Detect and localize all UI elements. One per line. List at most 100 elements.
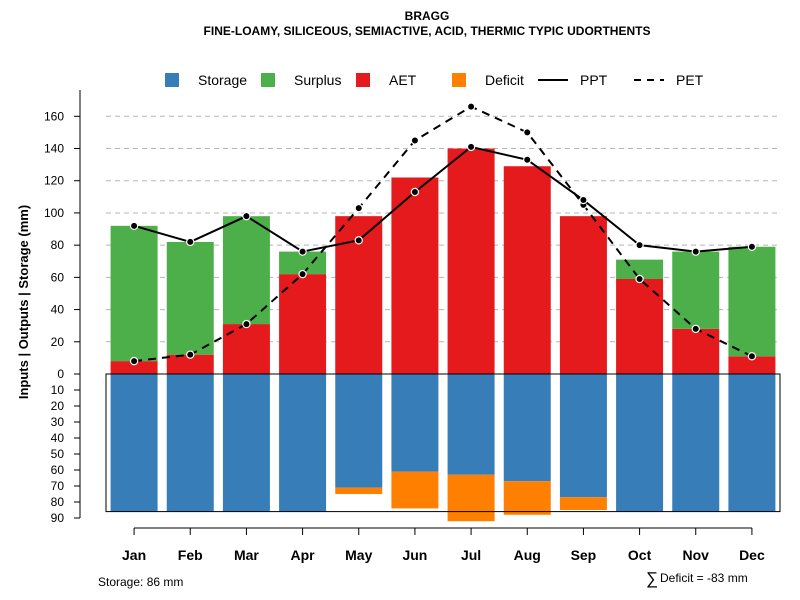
legend-label-pet: PET bbox=[676, 72, 704, 88]
aet-bar-jun bbox=[391, 177, 439, 374]
surplus-bar-apr bbox=[279, 251, 327, 275]
ppt-point-sep bbox=[579, 195, 588, 205]
deficit-bar-may bbox=[335, 487, 383, 494]
pet-point-jun bbox=[410, 136, 420, 145]
y-tick-label: 20 bbox=[51, 399, 65, 413]
pet-point-may bbox=[354, 203, 363, 213]
surplus-bar-mar bbox=[222, 216, 270, 325]
y-axis-title: Inputs | Outputs | Storage (mm) bbox=[16, 205, 31, 399]
y-tick-label: 60 bbox=[51, 463, 65, 477]
deficit-footer: Deficit = -83 mm bbox=[660, 571, 748, 585]
y-tick-label: 30 bbox=[51, 415, 65, 429]
x-tick-label-may: May bbox=[345, 547, 372, 563]
ppt-point-jan bbox=[129, 221, 139, 231]
y-tick-label: 0 bbox=[57, 367, 64, 381]
storage-bar-feb bbox=[166, 374, 214, 512]
pet-point-aug bbox=[523, 128, 532, 137]
legend-label-ppt: PPT bbox=[580, 72, 608, 88]
sigma-icon: ∑ bbox=[646, 569, 658, 588]
x-tick-label-apr: Apr bbox=[291, 547, 316, 563]
deficit-bar-jul bbox=[447, 474, 495, 522]
y-tick-label: 70 bbox=[51, 479, 65, 493]
storage-bar-jun bbox=[391, 374, 439, 472]
x-tick-label-mar: Mar bbox=[234, 547, 259, 563]
pet-point-mar bbox=[242, 319, 251, 329]
storage-footer: Storage: 86 mm bbox=[98, 575, 183, 589]
aet-bar-apr bbox=[279, 274, 327, 374]
storage-bar-nov bbox=[672, 374, 720, 512]
legend: Storage Surplus AET Deficit PPT PET bbox=[165, 72, 704, 88]
y-tick-label: 120 bbox=[44, 174, 64, 188]
gridlines bbox=[106, 115, 780, 343]
legend-swatch-deficit bbox=[452, 73, 466, 87]
x-tick-label-sep: Sep bbox=[571, 547, 597, 563]
x-tick-label-feb: Feb bbox=[178, 547, 203, 563]
x-tick-label-dec: Dec bbox=[739, 547, 765, 563]
x-tick-label-oct: Oct bbox=[628, 547, 652, 563]
y-tick-label: 50 bbox=[51, 447, 65, 461]
storage-bar-jan bbox=[110, 374, 158, 512]
y-tick-label: 40 bbox=[51, 431, 65, 445]
ppt-point-dec bbox=[747, 242, 757, 251]
deficit-bar-aug bbox=[503, 481, 551, 515]
y-tick-label: 20 bbox=[51, 335, 65, 349]
ppt-point-apr bbox=[298, 247, 307, 256]
ppt-line bbox=[133, 145, 753, 253]
y-tick-label: 80 bbox=[51, 495, 65, 509]
legend-label-storage: Storage bbox=[198, 72, 247, 88]
lines-layer bbox=[129, 102, 757, 366]
deficit-bar-jun bbox=[391, 471, 439, 509]
storage-bar-oct bbox=[616, 374, 664, 512]
chart-subtitle: FINE-LOAMY, SILICEOUS, SEMIACTIVE, ACID,… bbox=[204, 24, 651, 38]
legend-label-deficit: Deficit bbox=[485, 72, 524, 88]
ppt-point-may bbox=[354, 236, 363, 245]
ppt-point-nov bbox=[691, 247, 700, 256]
y-tick-label: 60 bbox=[51, 270, 65, 284]
x-tick-label-jan: Jan bbox=[122, 547, 146, 563]
y-tick-label: 40 bbox=[51, 303, 65, 317]
legend-swatch-surplus bbox=[261, 73, 275, 87]
pet-point-oct bbox=[635, 274, 644, 284]
y-tick-label: 80 bbox=[51, 238, 65, 252]
aet-bar-jan bbox=[110, 361, 158, 374]
aet-bar-dec bbox=[728, 356, 776, 374]
storage-bar-apr bbox=[279, 374, 327, 512]
pet-point-feb bbox=[186, 350, 195, 359]
deficit-bar-sep bbox=[559, 497, 607, 510]
x-tick-label-jul: Jul bbox=[461, 547, 481, 563]
surplus-bar-dec bbox=[728, 246, 776, 357]
aet-bar-jul bbox=[447, 148, 495, 374]
pet-point-jul bbox=[466, 102, 476, 111]
bars-layer bbox=[110, 148, 776, 522]
ppt-point-jul bbox=[466, 142, 476, 152]
surplus-bar-feb bbox=[166, 241, 214, 355]
storage-bar-aug bbox=[503, 374, 551, 482]
x-tick-label-nov: Nov bbox=[683, 547, 710, 563]
y-tick-label: 90 bbox=[51, 511, 65, 525]
legend-label-aet: AET bbox=[389, 72, 417, 88]
legend-swatch-aet bbox=[356, 73, 370, 87]
x-tick-label-jun: Jun bbox=[402, 547, 427, 563]
storage-bar-jul bbox=[447, 374, 495, 475]
pet-point-nov bbox=[691, 324, 700, 334]
pet-point-jan bbox=[129, 356, 139, 366]
x-tick-label-aug: Aug bbox=[514, 547, 541, 563]
ppt-point-jun bbox=[410, 187, 420, 197]
aet-bar-mar bbox=[222, 324, 270, 374]
storage-bar-mar bbox=[222, 374, 270, 512]
storage-bar-sep bbox=[559, 374, 607, 498]
ppt-point-oct bbox=[635, 240, 644, 250]
y-tick-label: 160 bbox=[44, 109, 64, 123]
surplus-bar-jan bbox=[110, 225, 158, 362]
axes-layer: 0 20 40 60 80 100 120 140 160 10 20 30 40 50 60 70 80 90 J… bbox=[44, 90, 781, 563]
legend-swatch-storage bbox=[165, 73, 179, 87]
y-tick-label: 100 bbox=[44, 206, 64, 220]
y-tick-label: 140 bbox=[44, 142, 64, 156]
aet-bar-oct bbox=[616, 278, 664, 374]
pet-point-apr bbox=[298, 269, 307, 279]
y-tick-label: 10 bbox=[51, 383, 65, 397]
ppt-point-mar bbox=[242, 211, 251, 221]
legend-label-surplus: Surplus bbox=[294, 72, 341, 88]
storage-bar-may bbox=[335, 374, 383, 488]
